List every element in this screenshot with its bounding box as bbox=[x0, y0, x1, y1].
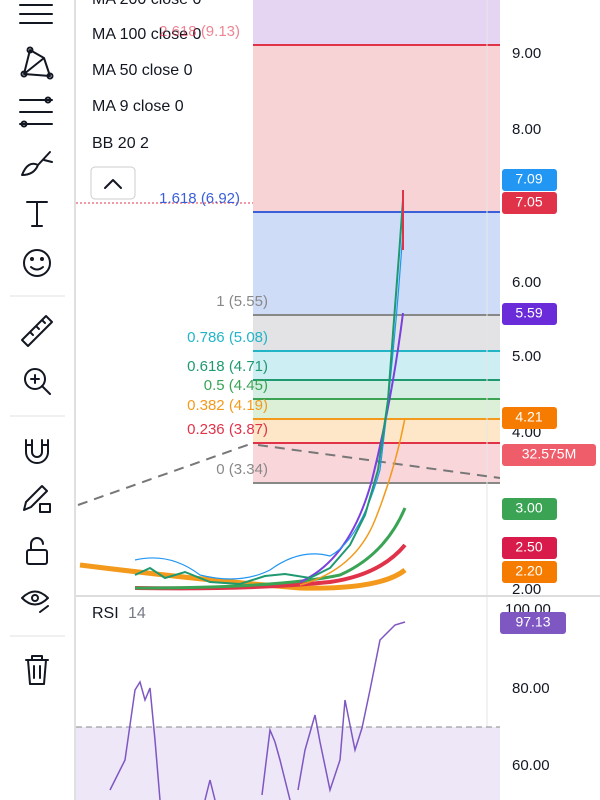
badge-text: 97.13 bbox=[515, 614, 550, 630]
price-badge: 7.05 bbox=[502, 192, 557, 214]
rsi-length: 14 bbox=[128, 605, 146, 622]
zone bbox=[253, 315, 500, 351]
zone bbox=[253, 0, 500, 45]
axis-label: 8.00 bbox=[512, 121, 541, 138]
rsi-badge: 97.13 bbox=[500, 612, 566, 634]
zone bbox=[253, 45, 500, 212]
zone bbox=[253, 399, 500, 419]
price-badge: 4.21 bbox=[502, 407, 557, 429]
toolbar bbox=[0, 0, 75, 800]
badge-text: 2.20 bbox=[515, 563, 542, 579]
rsi-name: RSI bbox=[92, 605, 119, 622]
price-badge: 3.00 bbox=[502, 498, 557, 520]
badge-text: 4.21 bbox=[515, 409, 542, 425]
badge-text: 2.50 bbox=[515, 539, 542, 555]
price-badge: 2.20 bbox=[502, 561, 557, 583]
badge-text: 7.05 bbox=[515, 194, 542, 210]
indicator-label[interactable]: MA 100 close 0 bbox=[92, 26, 202, 43]
tool-emoji[interactable] bbox=[23, 249, 51, 277]
fib-label: 0.618 (4.71) bbox=[187, 358, 268, 375]
fib-label: 0.382 (4.19) bbox=[187, 397, 268, 414]
badge-text: 5.59 bbox=[515, 305, 542, 321]
zone bbox=[253, 419, 500, 443]
axis-label: 60.00 bbox=[512, 757, 550, 774]
badge-text: 3.00 bbox=[515, 500, 542, 516]
badge-text: 32.575M bbox=[522, 446, 576, 462]
tool-magnet[interactable] bbox=[25, 439, 49, 464]
price-badge: 32.575M bbox=[502, 444, 596, 466]
axis-label: 2.00 bbox=[512, 581, 541, 598]
fib-label: 2.618 (9.13) bbox=[159, 23, 240, 40]
rsi-band bbox=[76, 727, 500, 800]
tool-zoom[interactable] bbox=[24, 368, 51, 395]
collapse-button[interactable] bbox=[90, 166, 136, 200]
axis-label: 5.00 bbox=[512, 348, 541, 365]
indicator-label[interactable]: MA 50 close 0 bbox=[92, 62, 193, 79]
tool-lock[interactable] bbox=[26, 537, 48, 565]
tool-fib[interactable] bbox=[19, 96, 53, 128]
fib-label: 1 (5.55) bbox=[216, 293, 268, 310]
fib-label: 0.786 (5.08) bbox=[187, 329, 268, 346]
price-chart bbox=[79, 190, 407, 591]
fib-label: 0.5 (4.45) bbox=[204, 377, 268, 394]
tool-text[interactable] bbox=[26, 201, 48, 227]
badge-text: 7.09 bbox=[515, 171, 542, 187]
zone bbox=[253, 351, 500, 380]
price-badge: 2.50 bbox=[502, 537, 557, 559]
tool-delete[interactable] bbox=[25, 655, 49, 685]
tool-ruler[interactable] bbox=[21, 315, 53, 347]
price-badge: 5.59 bbox=[502, 303, 557, 325]
fib-label: 0.236 (3.87) bbox=[187, 421, 268, 438]
fib-retracement[interactable] bbox=[253, 0, 500, 484]
rsi-line bbox=[109, 621, 406, 800]
price-badge: 7.09 bbox=[502, 169, 557, 191]
tool-lock-draw[interactable] bbox=[23, 485, 51, 513]
fib-label: 1.618 (6.92) bbox=[159, 190, 240, 207]
tool-visibility[interactable] bbox=[21, 590, 49, 613]
fib-label: 0 (3.34) bbox=[216, 461, 268, 478]
indicator-label[interactable]: MA 200 close 0 bbox=[92, 0, 202, 8]
tool-pattern[interactable] bbox=[20, 46, 54, 80]
axis-label: 9.00 bbox=[512, 45, 541, 62]
indicator-label[interactable]: MA 9 close 0 bbox=[92, 98, 184, 115]
tool-lines[interactable] bbox=[19, 4, 53, 24]
axis-label: 80.00 bbox=[512, 680, 550, 697]
tool-brush[interactable] bbox=[21, 151, 53, 176]
axis-label: 6.00 bbox=[512, 274, 541, 291]
zone bbox=[253, 380, 500, 399]
zone bbox=[253, 212, 500, 315]
indicator-label[interactable]: BB 20 2 bbox=[92, 135, 149, 152]
